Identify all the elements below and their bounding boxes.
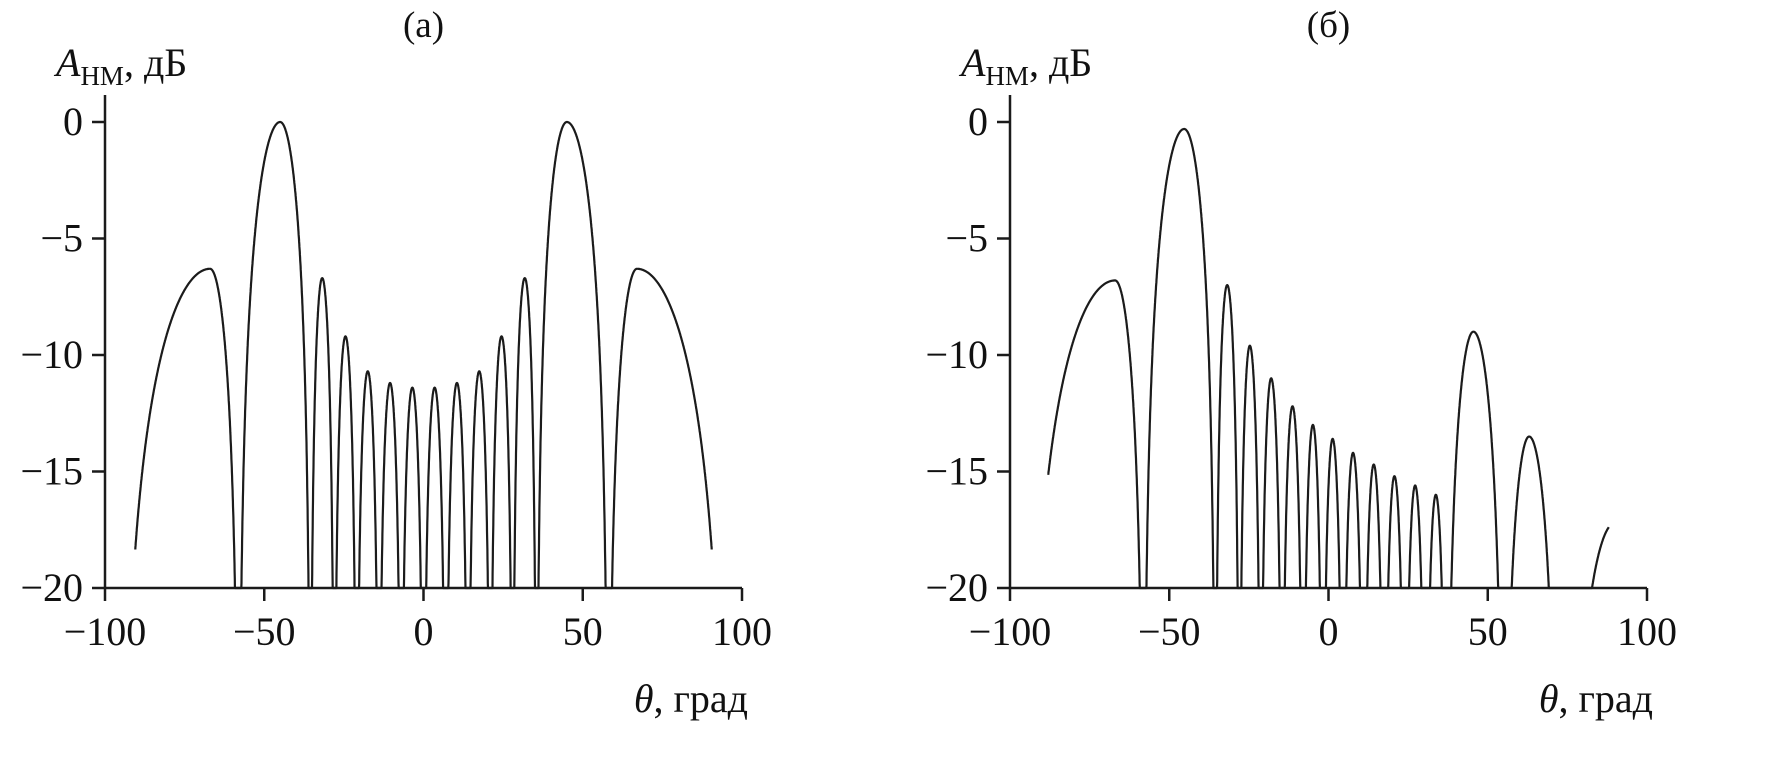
y-tick-label: −5 [945,216,988,261]
y-tick-label: 0 [968,99,988,144]
panel-a: (а) −100 −50 0 50 100 0 −5 −10 −15 −20 θ, град AНМ,… [0,0,862,780]
x-tick-label: 100 [1617,609,1677,654]
pattern-curve [134,120,713,590]
y-axis-label: AНМ, дБ [958,40,1092,91]
y-tick-label: −15 [925,449,988,494]
x-tick-label: −50 [1138,609,1201,654]
pattern-curve [1047,127,1610,590]
y-axis-label: AНМ, дБ [53,40,187,91]
panel-b: (б) −100 −50 0 50 100 0 −5 −10 −15 −20 θ, град AНМ,… [905,0,1767,780]
x-tick-label: 100 [712,609,772,654]
x-tick-label: −100 [64,609,147,654]
panel-b-plot: −100 −50 0 50 100 0 −5 −10 −15 −20 θ, град AНМ, дБ [925,40,1677,721]
y-tick-label: 0 [63,99,83,144]
y-tick-label: −15 [20,449,83,494]
y-tick-label: −5 [40,216,83,261]
x-tick-label: 50 [1468,609,1508,654]
y-tick-label: −20 [20,565,83,610]
y-tick-label: −20 [925,565,988,610]
panel-b-title: (б) [1306,5,1351,46]
y-tick-label: −10 [20,332,83,377]
panel-a-plot: −100 −50 0 50 100 0 −5 −10 −15 −20 θ, град AНМ, дБ [20,40,772,721]
x-tick-label: −50 [233,609,296,654]
x-tick-label: 0 [414,609,434,654]
y-tick-label: −10 [925,332,988,377]
x-tick-label: −100 [969,609,1052,654]
x-axis-label: θ, град [1539,676,1653,721]
panel-a-title: (а) [402,5,445,46]
x-axis-label: θ, град [634,676,748,721]
x-tick-label: 50 [563,609,603,654]
x-tick-label: 0 [1319,609,1339,654]
